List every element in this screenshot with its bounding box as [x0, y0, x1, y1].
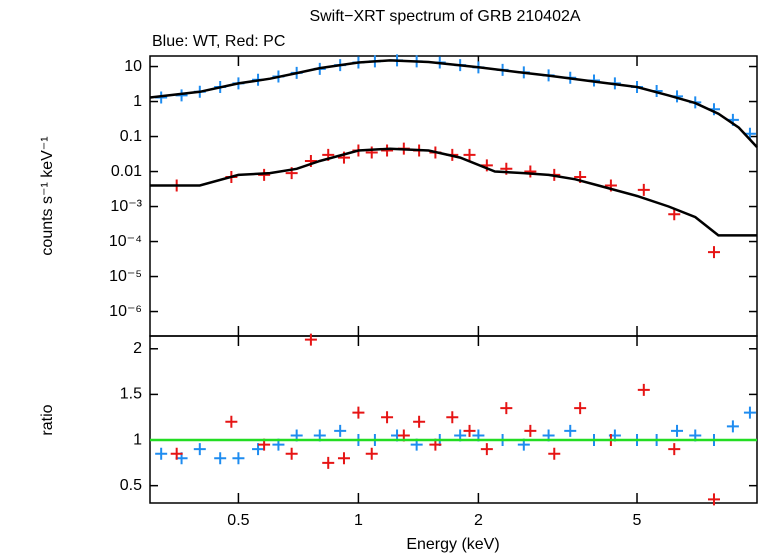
- data-point: [668, 208, 681, 221]
- data-point: [500, 402, 513, 415]
- y-tick-label: 10⁻⁴: [109, 233, 142, 250]
- data-point: [170, 447, 183, 460]
- x-tick-label: 0.5: [227, 512, 249, 529]
- data-point: [574, 402, 587, 415]
- data-point: [334, 424, 347, 437]
- data-point: [637, 383, 650, 396]
- chart-subtitle: Blue: WT, Red: PC: [152, 33, 285, 50]
- data-point: [480, 443, 493, 456]
- data-point: [707, 246, 720, 259]
- data-point: [252, 443, 265, 456]
- data-point: [225, 415, 238, 428]
- x-tick-label: 2: [474, 512, 483, 529]
- plot-frame: [149, 55, 758, 337]
- y-tick-label: 10⁻⁵: [109, 268, 142, 285]
- y-tick-label: 0.1: [120, 128, 142, 145]
- model-line: [149, 59, 758, 148]
- data-point: [446, 411, 459, 424]
- data-point: [671, 424, 684, 437]
- data-point: [707, 493, 720, 506]
- data-point: [463, 148, 476, 161]
- data-point: [214, 452, 227, 465]
- data-point: [524, 424, 537, 437]
- data-point: [155, 447, 168, 460]
- y-tick-label: 1: [133, 93, 142, 110]
- data-point: [381, 144, 394, 157]
- data-point: [232, 452, 245, 465]
- y-tick-label: 0.01: [111, 163, 142, 180]
- x-tick-label: 1: [354, 512, 363, 529]
- data-point: [352, 406, 365, 419]
- data-point: [637, 183, 650, 196]
- data-point: [193, 443, 206, 456]
- data-point: [743, 406, 756, 419]
- plot-frame: [149, 335, 758, 504]
- data-point: [726, 420, 739, 433]
- data-point: [463, 424, 476, 437]
- y-tick-label: 10⁻⁶: [109, 303, 142, 320]
- y-axis-label: counts s⁻¹ keV⁻¹: [39, 136, 56, 255]
- data-point: [668, 443, 681, 456]
- data-point: [337, 452, 350, 465]
- data-point: [258, 168, 271, 181]
- data-point: [304, 333, 317, 346]
- y-tick-label: 10: [124, 58, 142, 75]
- data-point: [564, 424, 577, 437]
- data-point: [365, 447, 378, 460]
- x-tick-label: 5: [633, 512, 642, 529]
- x-axis-label: Energy (keV): [406, 536, 499, 553]
- data-point: [524, 165, 537, 178]
- y-axis-label: ratio: [39, 404, 56, 435]
- data-point: [322, 456, 335, 469]
- data-point: [548, 447, 561, 460]
- y-tick-label: 0.5: [120, 477, 142, 494]
- y-tick-label: 10⁻³: [110, 198, 142, 215]
- data-point: [413, 415, 426, 428]
- model-line: [150, 147, 757, 237]
- y-tick-label: 1: [133, 431, 142, 448]
- chart-title: Swift−XRT spectrum of GRB 210402A: [309, 8, 580, 25]
- y-tick-label: 1.5: [120, 386, 142, 403]
- data-point: [381, 411, 394, 424]
- y-tick-label: 2: [133, 340, 142, 357]
- data-point: [285, 447, 298, 460]
